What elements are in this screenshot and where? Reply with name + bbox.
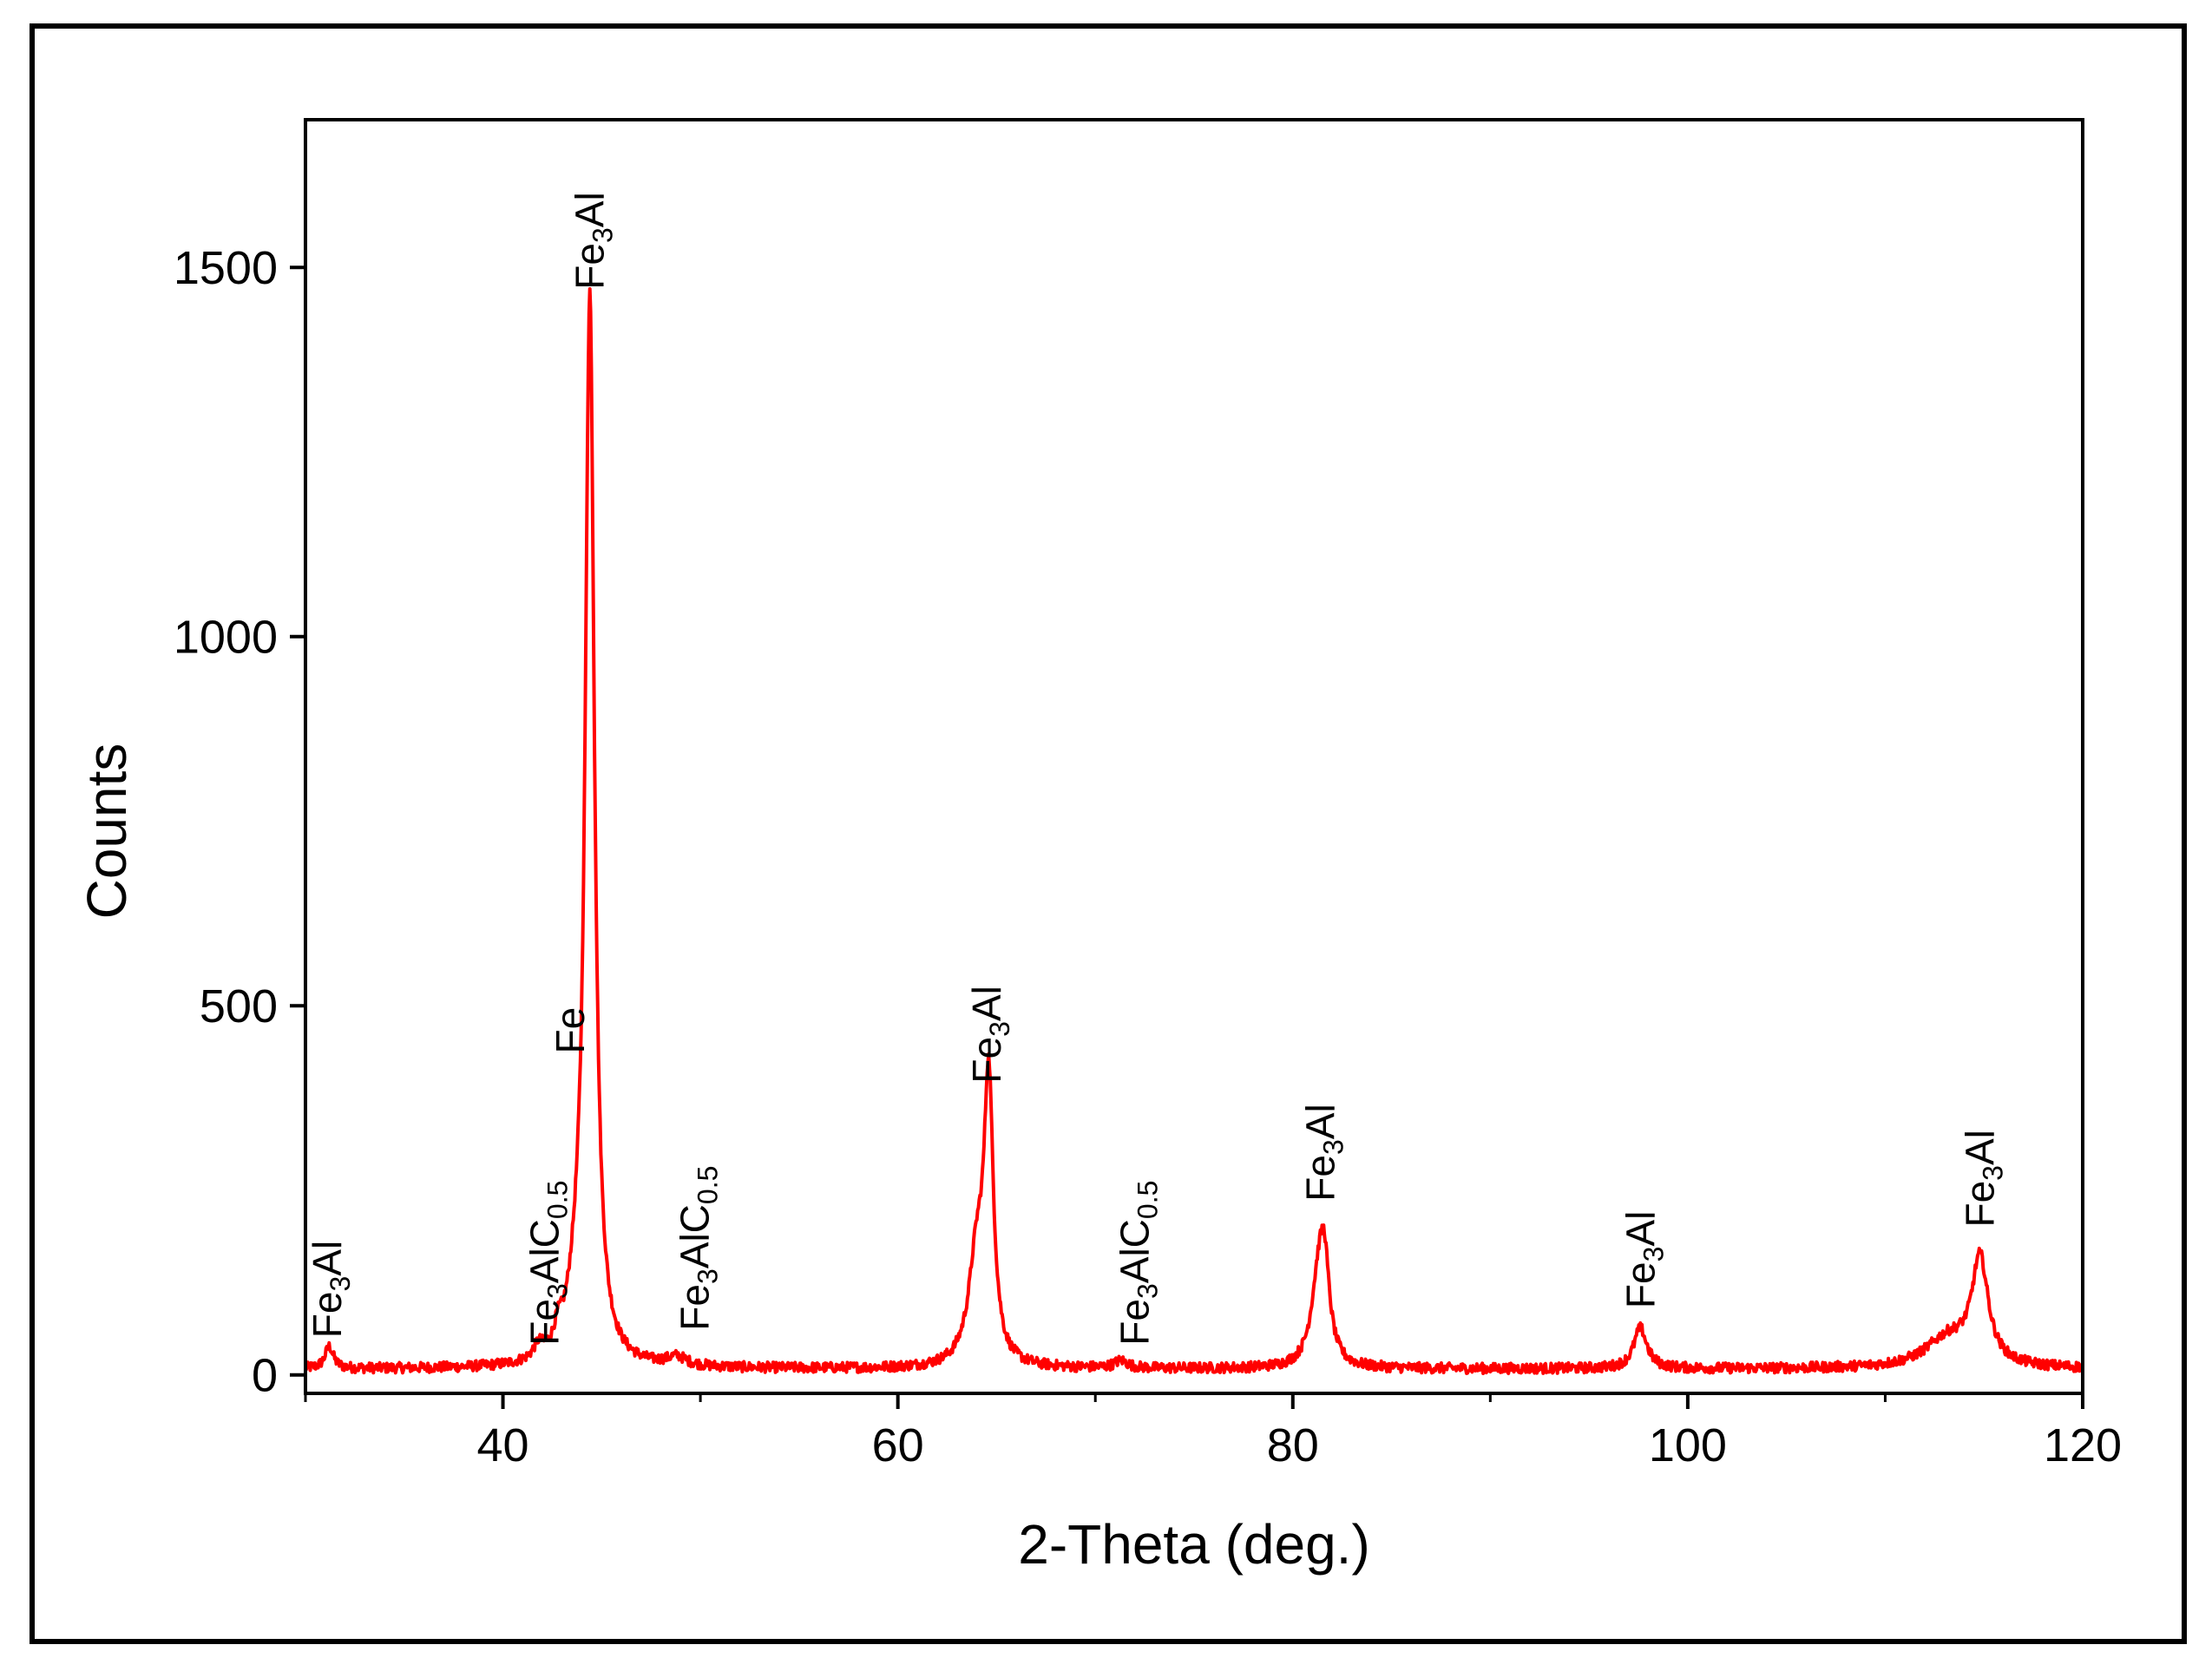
x-tick-label: 60 (872, 1419, 924, 1471)
y-tick-label: 1500 (174, 242, 278, 294)
plot-area-frame (304, 118, 2084, 1395)
peak-label-fe3al-44: Fe3Al (568, 192, 619, 289)
peak-label-fe3al-115: Fe3Al (1958, 1130, 2009, 1227)
x-tick-label: 120 (2044, 1419, 2122, 1471)
y-axis-label: Counts (75, 744, 138, 920)
y-tick-label: 0 (252, 1350, 278, 1402)
peak-label-fe3al-64: Fe3Al (964, 986, 1015, 1083)
x-tick-label: 40 (477, 1419, 529, 1471)
x-axis-label: 2-Theta (deg.) (1018, 1513, 1370, 1576)
peak-label-fe3alc-49: Fe3AlC0.5 (672, 1166, 723, 1331)
peak-label-fe3al-31: Fe3Al (305, 1241, 356, 1338)
peak-label-fe-43: Fe (548, 1007, 593, 1054)
outer-frame (30, 23, 2187, 1644)
x-tick-label: 80 (1267, 1419, 1319, 1471)
peak-label-fe3al-81: Fe3Al (1298, 1104, 1349, 1201)
peak-label-fe3alc-72: Fe3AlC0.5 (1113, 1181, 1164, 1346)
xrd-pattern-line (304, 287, 2084, 1375)
peak-label-fe3al-97: Fe3Al (1618, 1211, 1669, 1308)
peak-label-fe3alc-42: Fe3AlC0.5 (522, 1181, 573, 1346)
y-tick-label: 1000 (174, 612, 278, 664)
x-tick-label: 100 (1649, 1419, 1727, 1471)
y-tick-label: 500 (200, 980, 278, 1032)
